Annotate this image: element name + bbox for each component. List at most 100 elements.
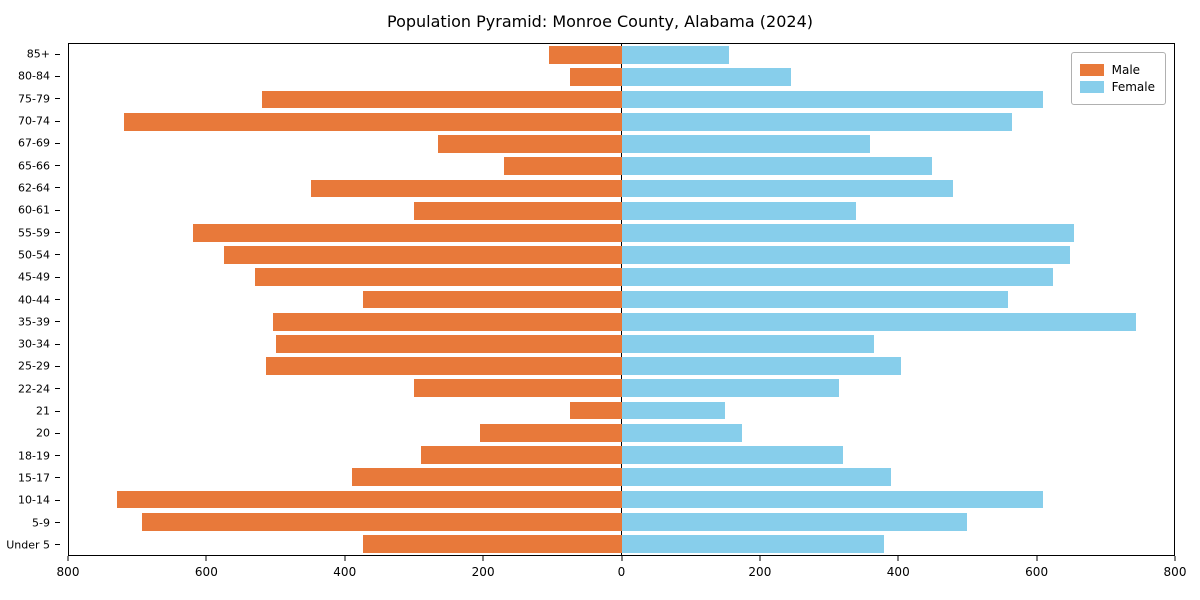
chart-title: Population Pyramid: Monroe County, Alaba… (387, 12, 813, 31)
x-tick-label: 0 (617, 565, 626, 579)
legend-item-female: Female (1079, 80, 1155, 94)
bar-male (193, 223, 622, 242)
bar-male (224, 246, 622, 264)
y-tick-label: 35-39 (18, 315, 50, 329)
y-tick-mark (55, 343, 60, 345)
x-tick-label: 800 (56, 565, 80, 579)
bar-female (621, 112, 1012, 131)
x-tick-label: 400 (886, 565, 910, 579)
y-tick-label: 80-84 (18, 69, 50, 83)
bar-male (569, 401, 622, 420)
y-tick-mark (55, 75, 60, 77)
y-tick-mark (55, 388, 60, 390)
bar-female (621, 512, 967, 531)
y-tick-label: 85+ (26, 47, 50, 61)
y-tick-label: 15-17 (18, 471, 50, 485)
y-tick-mark (55, 209, 60, 211)
y-tick-mark (55, 477, 60, 479)
x-axis-ticks: 800 600 400 200 0 200 400 600 800 (57, 556, 1186, 586)
y-tick-mark (55, 254, 60, 256)
bar-female (621, 423, 743, 442)
y-tick-mark (55, 365, 60, 367)
bar-female (621, 46, 729, 64)
y-tick-label: 70-74 (18, 114, 50, 128)
x-tick-mark (759, 556, 761, 561)
bar-male (438, 135, 622, 153)
y-tick-label: 21 (36, 404, 50, 418)
x-tick-label: 200 (471, 565, 495, 579)
y-tick-label: 30-34 (18, 337, 50, 351)
bar-male (414, 201, 622, 220)
bar-female (621, 223, 1074, 242)
y-tick-mark (55, 321, 60, 323)
bar-female (621, 335, 874, 353)
x-tick-mark (621, 556, 622, 561)
bar-male (272, 312, 622, 331)
y-tick-mark (55, 232, 60, 234)
y-tick-label: 40-44 (18, 293, 50, 306)
bar-male (117, 490, 622, 509)
y-tick-mark (55, 410, 60, 412)
x-tick-label: 400 (333, 565, 357, 579)
bar-male (504, 157, 622, 176)
bar-male (362, 535, 622, 553)
bar-male (352, 468, 622, 487)
bar-female (621, 290, 1009, 309)
y-tick-mark (55, 544, 60, 546)
bar-male (262, 90, 622, 109)
bar-female (621, 535, 884, 553)
y-tick-label: Under 5 (6, 538, 50, 552)
y-tick-mark (55, 53, 60, 55)
bar-female (621, 401, 726, 420)
y-tick-label: 20 (36, 426, 50, 440)
bar-male (414, 379, 622, 398)
y-tick-mark (55, 522, 60, 524)
y-tick-mark (55, 299, 60, 300)
bar-male (479, 423, 622, 442)
bar-female (621, 312, 1137, 331)
y-tick-label: 75-79 (18, 92, 50, 106)
y-tick-mark (55, 455, 60, 457)
y-tick-label: 5-9 (32, 516, 50, 530)
y-tick-label: 10-14 (18, 493, 50, 507)
bar-female (621, 446, 843, 464)
bar-male (124, 112, 622, 131)
bar-female (621, 90, 1043, 109)
bar-male (310, 179, 622, 198)
y-tick-mark (55, 142, 60, 144)
y-tick-mark (55, 98, 60, 100)
male-legend-label: Male (1111, 63, 1141, 77)
y-tick-mark (55, 165, 60, 167)
bar-female (621, 135, 871, 153)
y-axis-labels: 85+ 80-84 75-79 70-74 67-69 65-66 62-64 60-61 55… (0, 43, 60, 556)
legend: Male Female (1070, 52, 1166, 105)
x-tick-label: 200 (748, 565, 772, 579)
bar-female (621, 268, 1054, 287)
bar-female (621, 179, 953, 198)
y-tick-mark (55, 187, 60, 189)
x-tick-mark (67, 556, 69, 561)
female-legend-label: Female (1111, 80, 1155, 94)
y-tick-mark (55, 499, 60, 501)
bar-male (421, 446, 622, 464)
y-tick-label: 22-24 (18, 382, 50, 396)
y-tick-mark (55, 276, 60, 278)
y-tick-label: 55-59 (18, 226, 50, 240)
y-tick-label: 45-49 (18, 270, 50, 284)
bar-female (621, 379, 840, 398)
bar-male (548, 46, 622, 64)
x-tick-mark (897, 556, 899, 561)
legend-item-male: Male (1079, 63, 1155, 77)
y-tick-label: 18-19 (18, 449, 50, 463)
bar-female (621, 157, 933, 176)
bar-male (362, 290, 622, 309)
y-tick-label: 65-66 (18, 159, 50, 173)
bar-male (276, 335, 622, 353)
x-tick-mark (482, 556, 484, 561)
bar-male (141, 512, 622, 531)
y-tick-label: 60-61 (18, 203, 50, 217)
y-tick-label: 62-64 (18, 181, 50, 195)
male-swatch (1079, 64, 1104, 76)
bar-male (569, 68, 622, 87)
bar-female (621, 490, 1043, 509)
